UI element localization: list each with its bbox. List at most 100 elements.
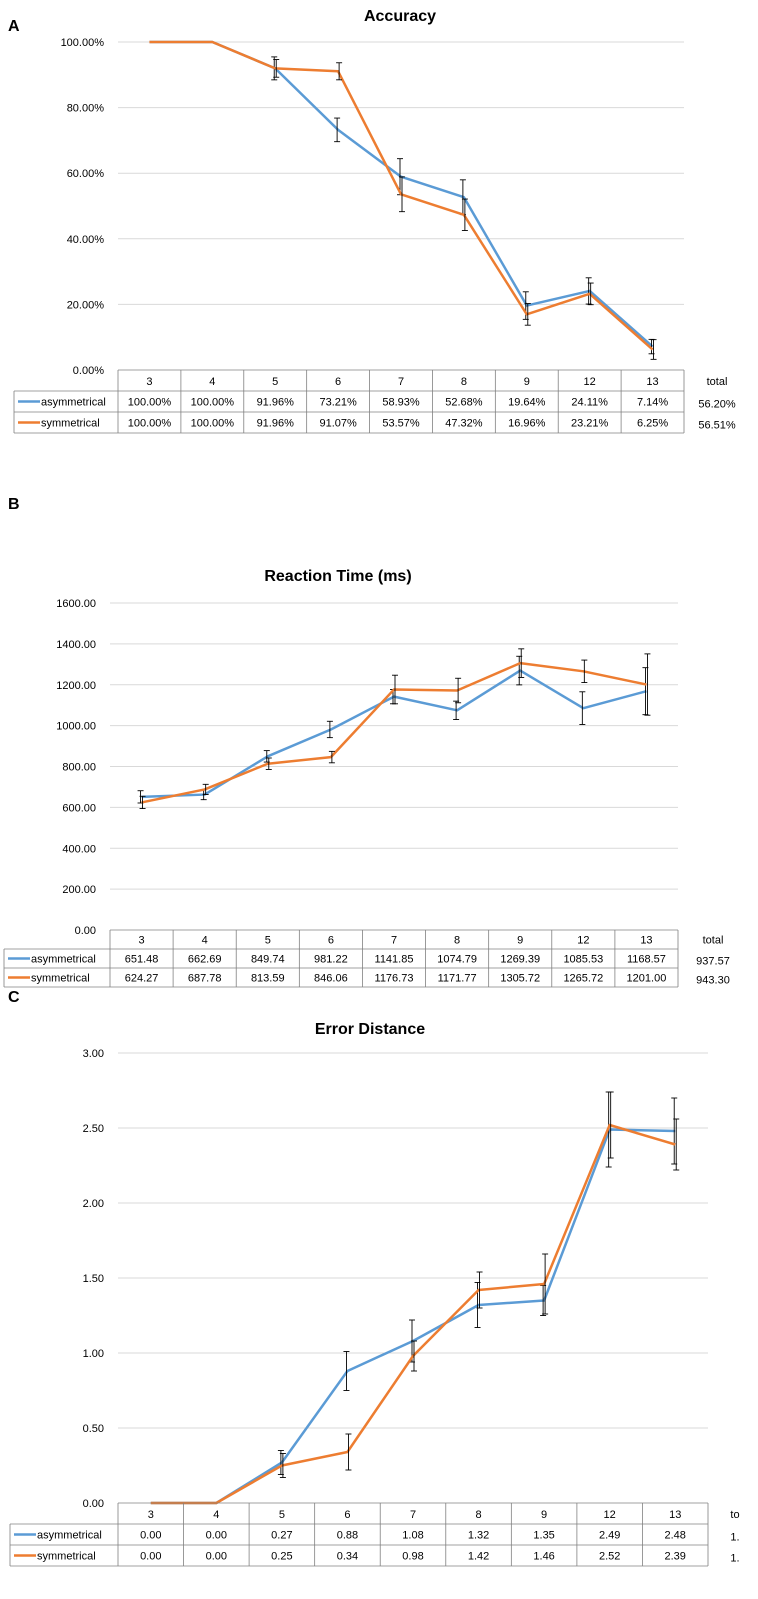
table-cell: 687.78 (188, 972, 222, 984)
table-header-cell: 5 (272, 376, 278, 388)
legend-label: symmetrical (31, 972, 90, 984)
table-cell: 2.52 (599, 1551, 620, 1563)
table-cell: 100.00% (191, 397, 235, 409)
error-bar (345, 1433, 352, 1471)
table-cell: 0.34 (337, 1551, 358, 1563)
legend-label: symmetrical (37, 1551, 96, 1563)
table-cell: 1085.53 (563, 953, 603, 965)
table-cell: 1.46 (533, 1551, 554, 1563)
table-cell: 6.25% (637, 418, 668, 430)
table-header-cell: 13 (669, 1509, 681, 1521)
table-cell: 16.96% (508, 418, 546, 430)
table-cell: 58.93% (382, 397, 420, 409)
y-tick-label: 1400.00 (56, 639, 96, 651)
chart-title: Accuracy (364, 8, 436, 25)
error-bar (328, 750, 335, 764)
table-cell: 24.11% (571, 397, 608, 409)
error-bar (581, 659, 588, 684)
panel-letter: C (8, 989, 20, 1006)
y-tick-label: 0.00 (83, 1498, 104, 1510)
table-header-cell: 6 (328, 935, 334, 947)
table-cell: 1.35 (533, 1530, 554, 1542)
table-cell: 53.57% (382, 418, 420, 430)
table-cell: 849.74 (251, 953, 285, 965)
table-cell: 846.06 (314, 972, 348, 984)
legend-label: asymmetrical (41, 397, 106, 409)
table-cell: 1141.85 (375, 953, 414, 965)
table-cell: 662.69 (188, 953, 222, 965)
legend-label: asymmetrical (37, 1530, 102, 1542)
table-cell: 1201.00 (627, 972, 667, 984)
y-tick-label: 0.50 (83, 1423, 104, 1435)
table-cell: 91.96% (257, 418, 295, 430)
table-header-cell: 3 (146, 376, 152, 388)
table-cell: 981.22 (314, 953, 348, 965)
table-header-cell: 4 (202, 935, 208, 947)
table-cell: 23.21% (571, 418, 609, 430)
y-tick-label: 200.00 (62, 884, 96, 896)
table-header-cell: 5 (279, 1509, 285, 1521)
table-cell: 0.98 (402, 1551, 423, 1563)
table-header-cell: 4 (209, 376, 215, 388)
y-tick-label: 1000.00 (56, 721, 96, 733)
table-header-total: total (703, 935, 724, 947)
error-bar (607, 1091, 614, 1159)
table-cell: 1176.73 (375, 972, 414, 984)
table-header-cell: 3 (138, 935, 144, 947)
chart-panel-a: A Accuracy 0.00% 20.00% 40.00% 60.00% 80.00% 10… (8, 8, 736, 434)
error-bar (579, 691, 586, 725)
table-cell: 73.21% (319, 397, 357, 409)
panel-letter: A (8, 18, 20, 35)
table-total-cell: 943.30 (696, 974, 730, 986)
error-bar (461, 198, 468, 231)
error-bar (673, 1118, 680, 1171)
table-header-cell: 9 (541, 1509, 547, 1521)
table-cell: 47.32% (445, 418, 483, 430)
table-header-cell: 4 (213, 1509, 219, 1521)
table-cell: 2.49 (599, 1530, 620, 1542)
table-cell: 0.00 (140, 1551, 161, 1563)
table-cell: 0.00 (206, 1530, 227, 1542)
y-tick-label: 1600.00 (56, 598, 96, 610)
table-cell: 19.64% (508, 397, 546, 409)
table-cell: 0.00 (206, 1551, 227, 1563)
table-cell: 0.27 (271, 1530, 292, 1542)
table-total-cell: 56.20% (698, 399, 736, 411)
table-header-cell: 9 (517, 935, 523, 947)
y-tick-label: 400.00 (62, 843, 96, 855)
legend-label: asymmetrical (31, 953, 96, 965)
table-total-cell: 937.57 (696, 955, 730, 967)
table-header-cell: 9 (524, 376, 530, 388)
y-tick-label: 0.00 (75, 925, 96, 937)
data-table: 3 4 5 6 7 8 9 12 13 total asymmetrical 651.48 662.69… (3, 929, 730, 988)
error-bar (542, 1253, 549, 1315)
chart-title: Reaction Time (ms) (264, 568, 411, 585)
y-tick-label: 0.00% (73, 365, 104, 377)
y-tick-label: 80.00% (67, 103, 105, 115)
table-cell: 0.00 (140, 1530, 161, 1542)
table-cell: 2.39 (665, 1551, 686, 1563)
error-bar (399, 176, 405, 213)
error-bar (455, 677, 462, 704)
table-header-cell: 6 (344, 1509, 350, 1521)
table-total-cell: 1. (730, 1532, 739, 1544)
table-total-cell: 1. (730, 1553, 739, 1565)
data-table: 3 4 5 6 7 8 9 12 13 total asymmetrical 100.00% 100.0… (13, 369, 736, 434)
table-cell: 7.14% (637, 397, 668, 409)
chart-panel-b: B Reaction Time (ms) 0.00 200.00 400.00 600.0… (3, 496, 730, 988)
error-bar (587, 282, 594, 306)
y-tick-label: 3.00 (83, 1048, 104, 1060)
table-cell: 0.88 (337, 1530, 358, 1542)
error-bar (518, 648, 525, 678)
chart-panel-c: C Error Distance 0.00 0.50 1.00 1.50 2.00 2.50 3… (8, 989, 740, 1567)
error-bar (273, 59, 280, 78)
error-bar (411, 1340, 417, 1372)
table-cell: 1269.39 (500, 953, 540, 965)
table-header-total: total (707, 376, 728, 388)
table-cell: 1074.79 (437, 953, 477, 965)
y-tick-label: 2.50 (83, 1123, 104, 1135)
error-bar (343, 1351, 350, 1391)
table-header-cell: 12 (584, 376, 596, 388)
table-cell: 52.68% (445, 397, 483, 409)
